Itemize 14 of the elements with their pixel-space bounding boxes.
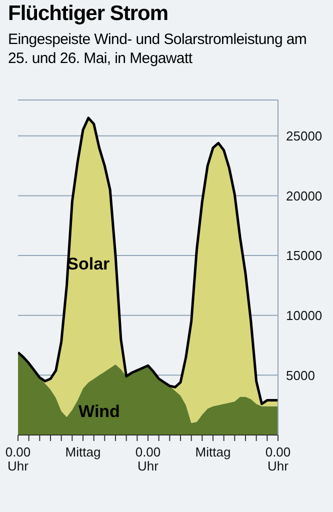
y-tick-label: 20000 (286, 188, 322, 204)
chart-title: Flüchtiger Strom (8, 2, 168, 26)
y-tick-label: 25000 (286, 128, 322, 144)
x-tick-label: 0.00 Uhr (265, 444, 291, 474)
y-tick-label: 5000 (286, 368, 315, 383)
series-label: Solar (67, 254, 110, 274)
y-tick-label: 15000 (286, 248, 322, 264)
x-tick-label: Mittag (65, 444, 101, 460)
series-label: Wind (78, 402, 120, 422)
chart-subtitle: Eingespeiste Wind- und Solarstromleistung am 25. und 26. Mai, in Megawatt (8, 30, 308, 68)
y-tick-label: 10000 (286, 308, 322, 323)
x-tick-label: 0.00 Uhr (5, 444, 31, 474)
x-tick-label: 0.00 Uhr (135, 444, 161, 474)
x-tick-label: Mittag (195, 444, 231, 460)
